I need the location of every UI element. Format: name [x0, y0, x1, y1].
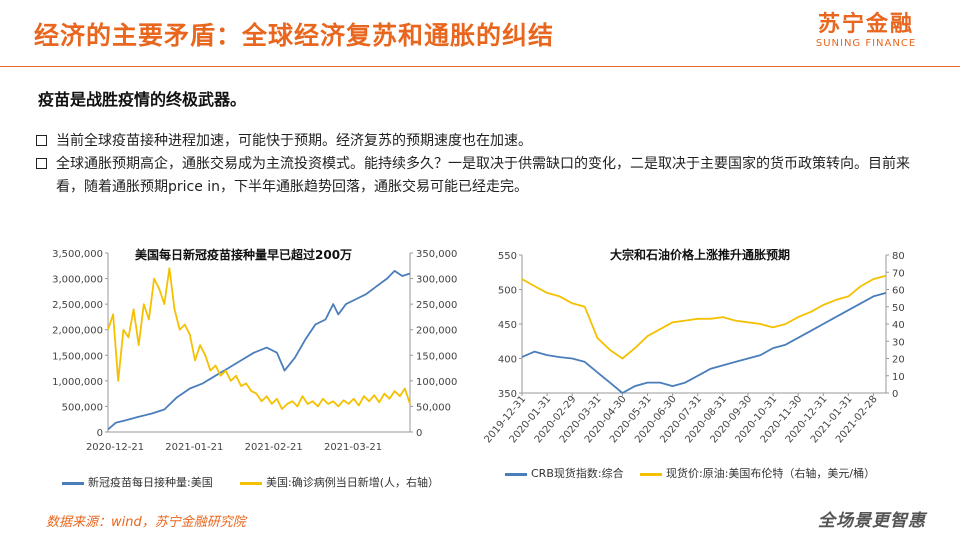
series-line-blue: [107, 270, 411, 431]
right-tick-label: 150,000: [416, 351, 457, 362]
x-tick-label: 2019-12-31: [483, 394, 529, 446]
brand-slogan: 全场景更智惠: [818, 511, 926, 531]
right-tick-label: 100,000: [416, 377, 457, 388]
chart2-title: 大宗和石油价格上涨推升通胀预期: [610, 248, 791, 262]
left-tick-label: 450: [498, 320, 517, 331]
x-tick-label: 2020-12-21: [86, 442, 144, 453]
right-tick-label: 0: [892, 389, 898, 400]
x-tick-label: 2020-07-31: [658, 394, 704, 446]
chart1-legend-gold: 美国:确诊病例当日新增(人，右轴）: [240, 474, 439, 490]
left-tick-label: 1,000,000: [52, 377, 103, 388]
x-tick-label: 2020-08-31: [683, 394, 729, 446]
chart1-legend-blue: 新冠疫苗每日接种量:美国: [62, 474, 213, 490]
right-tick-label: 20: [892, 355, 905, 366]
page-title: 经济的主要矛盾：全球经济复苏和通胀的纠结: [34, 21, 555, 50]
x-tick-label: 2020-01-31: [508, 394, 554, 446]
left-tick-label: 2,000,000: [52, 326, 103, 337]
legend-label: 现货价:原油:美国布伦特（右轴，美元/桶）: [666, 467, 876, 480]
legend-label: 新冠疫苗每日接种量:美国: [88, 476, 213, 489]
x-tick-label: 2020-10-31: [734, 394, 780, 446]
x-tick-label: 2020-12-31: [784, 394, 830, 446]
right-tick-label: 350,000: [416, 249, 457, 260]
left-tick-label: 3,000,000: [52, 275, 103, 286]
bullet-text: 当前全球疫苗接种进程加速，可能快于预期。经济复苏的预期速度也在加速。: [56, 133, 532, 149]
chart2-legend-blue: CRB现货指数:综合: [505, 465, 624, 481]
left-tick-label: 3,500,000: [52, 249, 103, 260]
title-divider: [0, 66, 960, 67]
series-line-blue: [521, 292, 887, 394]
x-tick-label: 2021-03-21: [324, 442, 382, 453]
right-tick-label: 0: [416, 428, 422, 439]
suning-finance-logo: 苏宁金融 SUNING FINANCE: [806, 12, 926, 50]
right-tick-label: 50: [892, 303, 905, 314]
chart2-legend-gold: 现货价:原油:美国布伦特（右轴，美元/桶）: [640, 465, 875, 481]
logo-en-text: SUNING FINANCE: [815, 38, 917, 49]
right-tick-label: 60: [892, 286, 905, 297]
legend-label: 美国:确诊病例当日新增(人，右轴）: [266, 476, 439, 489]
left-tick-label: 2,500,000: [52, 300, 103, 311]
logo-cn-text: 苏宁金融: [817, 12, 914, 37]
bullet-text: 全球通胀预期高企，通胀交易成为主流投资模式。能持续多久？一是取决于供需缺口的变化…: [56, 156, 910, 195]
checkbox-bullet-icon: [36, 135, 47, 146]
right-tick-label: 50,000: [416, 402, 451, 413]
section-subtitle: 疫苗是战胜疫情的终极武器。: [38, 90, 247, 109]
bullet-item-1: 当前全球疫苗接种进程加速，可能快于预期。经济复苏的预期速度也在加速。: [36, 130, 926, 153]
left-tick-label: 500: [498, 286, 517, 297]
legend-swatch-gold: [640, 472, 662, 476]
left-tick-label: 0: [97, 428, 103, 439]
right-tick-label: 80: [892, 251, 905, 262]
x-tick-label: 2021-02-21: [245, 442, 303, 453]
data-source-note: 数据来源：wind，苏宁金融研究院: [46, 515, 246, 530]
x-tick-label: 2021-02-28: [834, 394, 880, 446]
legend-swatch-blue: [62, 481, 84, 485]
x-tick-label: 2020-04-30: [583, 394, 629, 446]
x-tick-label: 2020-11-30: [759, 394, 805, 446]
legend-swatch-blue: [505, 472, 527, 476]
x-tick-label: 2021-01-31: [809, 394, 855, 446]
legend-label: CRB现货指数:综合: [531, 467, 624, 480]
legend-swatch-gold: [240, 481, 262, 485]
bullet-item-2: 全球通胀预期高企，通胀交易成为主流投资模式。能持续多久？一是取决于供需缺口的变化…: [36, 153, 926, 199]
left-tick-label: 1,500,000: [52, 351, 103, 362]
x-tick-label: 2021-01-21: [165, 442, 223, 453]
right-tick-label: 70: [892, 268, 905, 279]
checkbox-bullet-icon: [36, 158, 47, 169]
series-line-gold: [521, 274, 887, 360]
x-tick-label: 2020-03-31: [558, 394, 604, 446]
series-line-gold: [107, 267, 411, 410]
x-tick-label: 2020-09-30: [708, 394, 754, 446]
x-tick-label: 2020-02-29: [533, 394, 579, 446]
right-tick-label: 200,000: [416, 326, 457, 337]
left-tick-label: 350: [498, 389, 517, 400]
left-tick-label: 400: [498, 355, 517, 366]
right-tick-label: 250,000: [416, 300, 457, 311]
x-tick-label: 2020-06-30: [633, 394, 679, 446]
x-tick-label: 2020-05-31: [608, 394, 654, 446]
chart1-title: 美国每日新冠疫苗接种量早已超过200万: [135, 248, 353, 262]
left-tick-label: 550: [498, 251, 517, 262]
right-tick-label: 300,000: [416, 275, 457, 286]
right-tick-label: 30: [892, 337, 905, 348]
right-tick-label: 40: [892, 320, 905, 331]
right-tick-label: 10: [892, 372, 905, 383]
left-tick-label: 500,000: [62, 402, 103, 413]
